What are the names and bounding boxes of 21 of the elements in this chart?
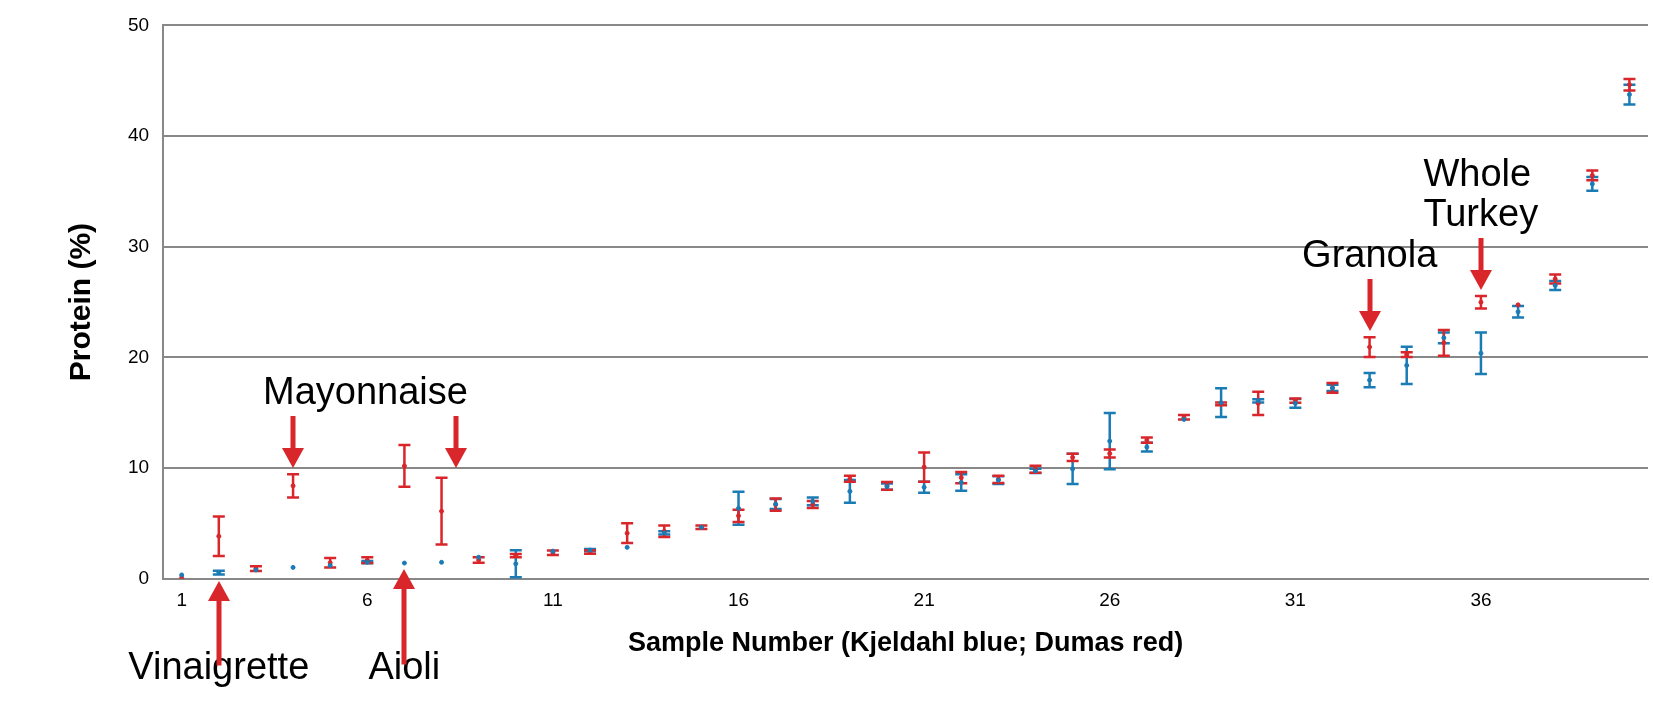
x-tick-label: 16 — [727, 589, 750, 611]
x-axis-title: Sample Number (Kjeldahl blue; Dumas red) — [628, 627, 1184, 658]
annotation: Vinaigrette — [128, 645, 310, 687]
x-tick-label: 6 — [362, 589, 373, 611]
annotation: Mayonnaise — [263, 370, 468, 413]
y-tick-label: 30 — [127, 234, 150, 256]
x-tick-label: 11 — [543, 589, 563, 611]
x-tick-label: 21 — [913, 589, 935, 611]
annotation: Aioli — [368, 645, 441, 687]
annotation: Whole Turkey — [1423, 151, 1539, 234]
x-tick-label: 26 — [1099, 589, 1121, 611]
annotation: Granola — [1302, 233, 1438, 276]
y-tick-label: 50 — [127, 13, 150, 35]
x-tick-label: 1 — [176, 589, 187, 611]
y-tick-label: 20 — [127, 345, 150, 367]
y-tick-label: 0 — [138, 567, 150, 589]
y-axis-title: Protein (%) — [63, 222, 97, 382]
x-tick-label: 31 — [1284, 589, 1306, 611]
x-tick-label: 36 — [1470, 589, 1492, 611]
y-tick-label: 40 — [127, 124, 150, 146]
y-tick-label: 10 — [127, 456, 150, 478]
